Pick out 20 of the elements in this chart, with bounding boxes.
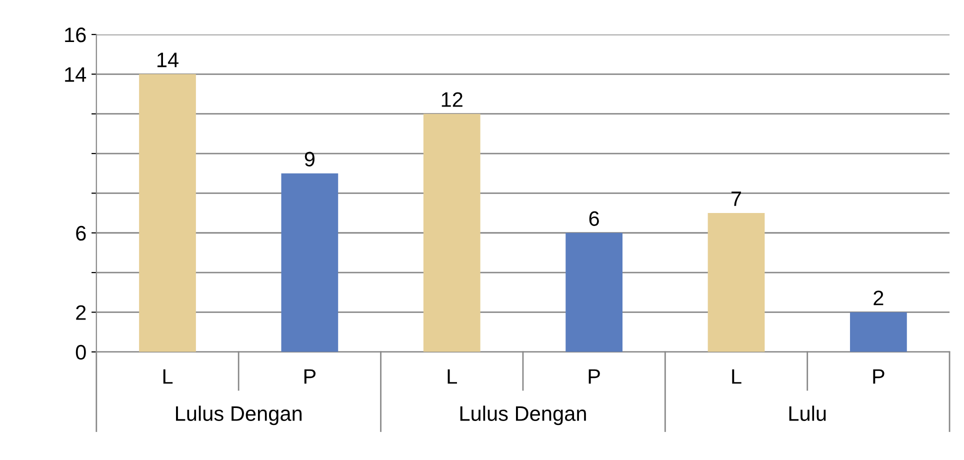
- text: Lulus Dengan: [176, 406, 302, 426]
- y-tick-label: 0: [76, 344, 86, 360]
- data-label: 6: [589, 211, 599, 226]
- text: Lulu: [789, 406, 826, 421]
- x-tick-label: P: [588, 369, 600, 384]
- data-label: 14: [158, 52, 178, 68]
- x-tick-label: P: [304, 369, 316, 384]
- y-tick-label: 16: [65, 28, 86, 42]
- y-tick-label: 2: [76, 305, 86, 320]
- data-label: 2: [874, 290, 884, 306]
- x-tick-label: L: [448, 369, 457, 384]
- x-tick-label: L: [163, 369, 173, 384]
- data-label: 12: [442, 92, 462, 107]
- y-tick-label: 14: [65, 67, 86, 82]
- data-label: 7: [732, 192, 742, 206]
- text: Lulus Dengan: [460, 406, 586, 426]
- y-tick-label: 6: [76, 226, 86, 241]
- x-tick-label: P: [873, 369, 884, 384]
- x-tick-label: L: [732, 369, 742, 384]
- data-label: 9: [304, 152, 314, 166]
